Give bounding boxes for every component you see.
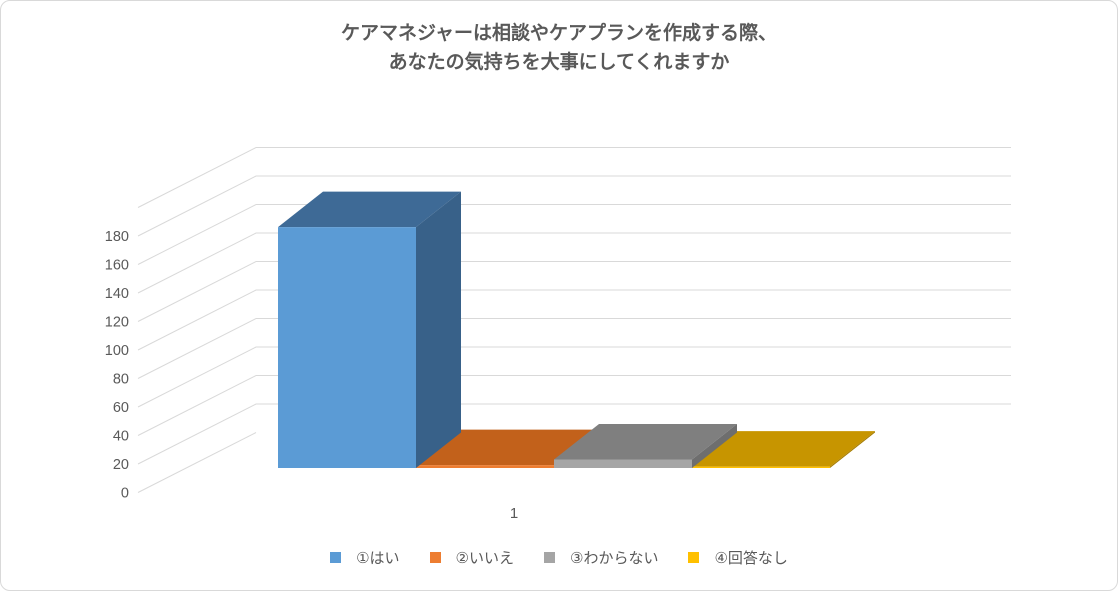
bar-side-face <box>830 431 875 468</box>
legend-item: ③わからない <box>544 547 658 568</box>
legend-swatch <box>429 552 441 563</box>
gridline-diagonal <box>137 403 257 465</box>
bar-top-face <box>416 429 599 466</box>
legend-label: ④回答なし <box>714 550 788 567</box>
y-axis-tick-label: 0 <box>121 486 129 502</box>
bar-side-face <box>416 191 461 469</box>
bar-top-face <box>278 191 461 228</box>
gridline-diagonal <box>137 147 257 208</box>
legend-item: ①はい <box>330 547 400 568</box>
bar-front-face <box>416 465 554 468</box>
legend: ①はい ②いいえ ③わからない ④回答なし <box>1 547 1117 568</box>
legend-label: ②いいえ <box>455 550 514 567</box>
gridline-diagonal <box>137 318 257 379</box>
legend-label: ①はい <box>356 550 400 567</box>
bar-side-face <box>692 423 737 468</box>
gridline-diagonal <box>137 261 257 322</box>
y-axis-tick-label: 140 <box>105 286 129 302</box>
legend-item: ④回答なし <box>688 547 788 568</box>
gridline-diagonal <box>137 289 257 351</box>
gridline-diagonal <box>137 346 257 408</box>
bar-top-face <box>692 431 875 467</box>
bar-front-face <box>554 459 692 468</box>
y-axis-tick-label: 60 <box>113 400 129 416</box>
bar-top-face <box>554 423 737 460</box>
bar-front-face <box>278 227 416 468</box>
bar-front-face <box>692 466 830 468</box>
y-axis-tick-label: 180 <box>105 229 129 245</box>
chart-title: ケアマネジャーは相談やケアプランを作成する際、 あなたの気持ちを大事にしてくれま… <box>1 19 1117 77</box>
gridline-diagonal <box>137 432 257 493</box>
y-axis-tick-label: 40 <box>113 429 129 445</box>
y-axis-tick-label: 160 <box>105 258 129 274</box>
legend-swatch <box>544 552 555 563</box>
chart-title-line1: ケアマネジャーは相談やケアプランを作成する際、 <box>340 23 778 44</box>
legend-label: ③わからない <box>570 550 659 567</box>
y-axis-tick-label: 20 <box>113 457 129 473</box>
chart-title-line2: あなたの気持ちを大事にしてくれますか <box>388 52 730 73</box>
gridline-diagonal <box>137 232 257 294</box>
legend-swatch <box>688 552 700 563</box>
legend-item: ②いいえ <box>429 547 514 568</box>
y-axis-tick-label: 80 <box>113 372 129 388</box>
legend-swatch <box>330 552 342 563</box>
x-axis-category-label: 1 <box>510 505 518 522</box>
gridline-diagonal <box>137 375 257 436</box>
y-axis-tick-label: 100 <box>105 343 129 359</box>
y-axis-tick-label: 120 <box>105 315 129 331</box>
gridline-diagonal <box>137 175 257 237</box>
gridline-diagonal <box>137 204 257 265</box>
